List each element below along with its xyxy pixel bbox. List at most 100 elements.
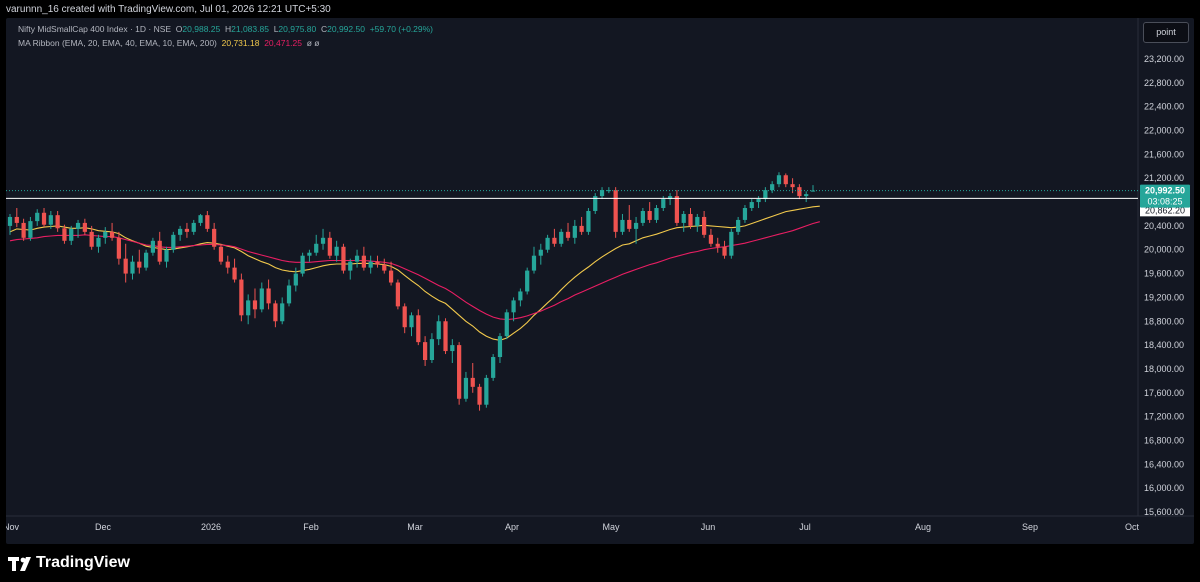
candle-body: [314, 243, 319, 253]
y-tick-label: 16,800.00: [1144, 435, 1184, 445]
candle: [62, 224, 67, 244]
candle: [470, 362, 475, 393]
candle-body: [627, 219, 632, 229]
candle-body: [674, 196, 680, 223]
candle: [579, 216, 584, 235]
candle: [457, 342, 462, 405]
candle: [382, 258, 387, 274]
y-tick-label: 22,800.00: [1144, 78, 1184, 88]
candle: [143, 249, 149, 271]
candle-body: [368, 261, 373, 268]
candle: [246, 294, 251, 325]
candle: [89, 225, 94, 250]
candle-body: [252, 300, 258, 310]
candle: [545, 234, 550, 253]
candle: [41, 208, 47, 228]
candle-body: [783, 175, 788, 185]
candle: [613, 187, 618, 238]
candle: [21, 218, 26, 241]
candle-body: [776, 175, 782, 185]
candle-body: [443, 321, 448, 352]
legend-open: 20,988.25: [182, 24, 221, 34]
candle-body: [395, 282, 400, 307]
candle: [137, 249, 142, 274]
candle-body: [477, 386, 482, 405]
candle: [695, 213, 700, 232]
candle: [348, 258, 353, 280]
y-tick-label: 21,600.00: [1144, 149, 1184, 159]
candle-body: [429, 339, 435, 361]
candle-body: [48, 215, 53, 225]
tradingview-logo-icon: [8, 557, 31, 571]
candle-body: [640, 210, 645, 223]
candle: [443, 318, 448, 355]
candle-body: [729, 231, 734, 256]
candle: [116, 231, 121, 265]
x-tick-label: Nov: [6, 522, 19, 532]
candle: [797, 184, 802, 200]
candle-body: [273, 303, 278, 322]
candle-body: [341, 246, 346, 271]
header-bar: varunnn_16 created with TradingView.com,…: [0, 0, 1200, 18]
candle-body: [722, 246, 727, 256]
chart-area[interactable]: 23,200.00 22,800.00 22,400.00 22,000.00 21,6…: [6, 18, 1194, 544]
candle-body: [579, 225, 584, 232]
candle: [565, 222, 571, 241]
candle-body: [205, 215, 210, 229]
candle: [436, 315, 441, 346]
candle: [477, 383, 482, 411]
candle-body: [620, 219, 625, 232]
candle-body: [572, 225, 577, 238]
candle: [150, 237, 156, 256]
x-tick-label: Aug: [915, 522, 931, 532]
candle: [593, 193, 598, 214]
y-tick-label: 22,000.00: [1144, 126, 1184, 136]
candle-body: [232, 267, 237, 280]
candlestick-chart[interactable]: 23,200.00 22,800.00 22,400.00 22,000.00 21,6…: [6, 18, 1194, 544]
candle-body: [457, 345, 462, 399]
x-tick-label: Dec: [95, 522, 112, 532]
candle-body: [69, 228, 74, 241]
candle-body: [647, 210, 652, 220]
candle-body: [525, 270, 530, 292]
point-button[interactable]: point: [1143, 22, 1189, 43]
candle: [654, 205, 659, 223]
candle: [423, 336, 428, 366]
candle-body: [212, 228, 217, 247]
x-tick-label: 2026: [201, 522, 221, 532]
legend-ma-value-2: 20,471.25: [264, 38, 303, 48]
candle: [184, 222, 190, 238]
candle-body: [552, 237, 557, 244]
candle-body: [130, 261, 135, 274]
candle: [35, 209, 40, 226]
candle: [729, 228, 734, 259]
candle: [586, 208, 591, 235]
candle: [463, 371, 469, 402]
candle-body: [21, 222, 26, 238]
candle-body: [797, 187, 802, 197]
candle: [7, 213, 13, 235]
candle: [239, 273, 244, 322]
candle-body: [375, 261, 380, 265]
legend-high: 21,083.85: [231, 24, 269, 34]
x-tick-label: Oct: [1125, 522, 1140, 532]
candle-body: [702, 216, 707, 235]
candle-body: [103, 231, 108, 238]
candle: [130, 255, 135, 280]
candle-body: [423, 342, 428, 361]
candle-body: [286, 285, 292, 304]
candle-body: [736, 219, 741, 232]
y-tick-label: 19,600.00: [1144, 269, 1184, 279]
x-tick-label: Mar: [407, 522, 423, 532]
candle-body: [613, 190, 618, 232]
candle: [804, 191, 809, 203]
candle: [171, 231, 176, 253]
candle-body: [334, 246, 339, 256]
candle-body: [593, 196, 598, 211]
legend-ohlc: Nifty MidSmallCap 400 Index · 1D · NSE O…: [18, 24, 433, 34]
candle: [552, 228, 557, 247]
x-tick-label: Jun: [701, 522, 716, 532]
candle-body: [531, 255, 537, 271]
header-caption: varunnn_16 created with TradingView.com,…: [6, 4, 331, 15]
candle: [395, 279, 400, 310]
